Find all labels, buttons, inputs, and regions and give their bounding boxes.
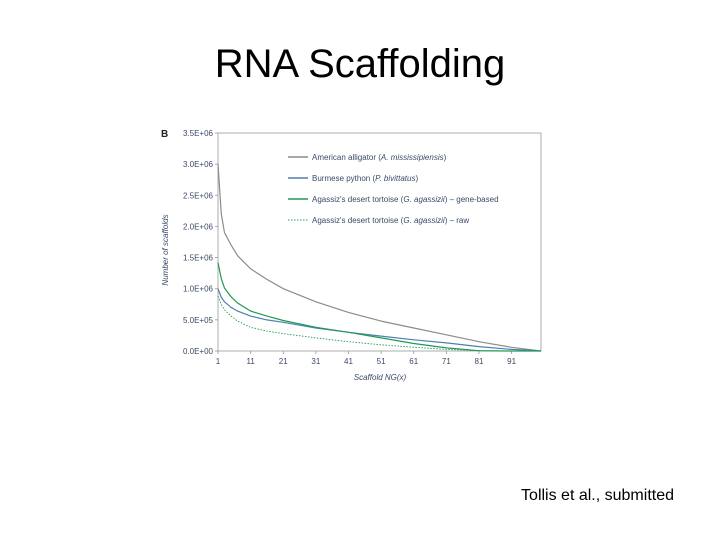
x-tick-label: 71 — [442, 357, 451, 366]
y-tick-label: 2.5E+06 — [183, 191, 214, 200]
y-tick-label: 5.0E+05 — [183, 316, 214, 325]
x-tick-label: 61 — [409, 357, 418, 366]
x-tick-label: 91 — [507, 357, 516, 366]
legend-label-3: Agassiz's desert tortoise (G. agassizii)… — [312, 216, 469, 225]
y-axis-label: Number of scaffolds — [161, 214, 170, 285]
x-tick-label: 21 — [279, 357, 288, 366]
plot-frame — [217, 132, 542, 352]
y-tick-label: 1.0E+06 — [183, 285, 214, 294]
x-axis-label: Scaffold NG(x) — [354, 373, 407, 382]
panel-label: B — [161, 129, 168, 140]
legend-label-1: Burmese python (P. bivittatus) — [312, 174, 418, 183]
y-tick-label: 2.0E+06 — [183, 222, 214, 231]
x-tick-label: 81 — [475, 357, 484, 366]
x-tick-label: 41 — [344, 357, 353, 366]
y-tick-label: 0.0E+00 — [183, 347, 214, 356]
series-line-2 — [217, 262, 541, 352]
slide-title: RNA Scaffolding — [214, 42, 506, 86]
scaffold-chart: B Number of scaffolds Scaffold NG(x) 0.0… — [161, 129, 542, 382]
y-tick-label: 3.0E+06 — [183, 160, 214, 169]
legend-label-0: American alligator (A. mississipiensis) — [312, 153, 447, 162]
y-tick-label: 1.5E+06 — [183, 254, 214, 263]
y-tick-label: 3.5E+06 — [183, 129, 214, 138]
x-tick-label: 1 — [216, 357, 221, 366]
series-line-3 — [217, 296, 541, 352]
citation: Tollis et al., submitted — [521, 487, 674, 504]
x-tick-label: 31 — [311, 357, 320, 366]
x-tick-label: 51 — [377, 357, 386, 366]
legend-label-2: Agassiz's desert tortoise (G. agassizii)… — [312, 195, 499, 204]
series-line-0 — [217, 164, 542, 352]
series-line-1 — [217, 288, 542, 352]
x-tick-label: 11 — [246, 357, 255, 366]
